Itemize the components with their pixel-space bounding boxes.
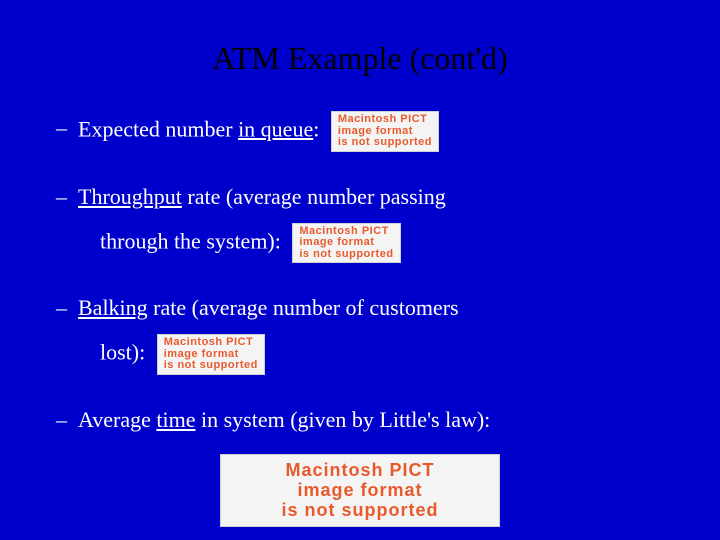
bullet-text-underlined: Throughput bbox=[78, 184, 182, 209]
bullet-text-suffix: rate (average number of customers bbox=[148, 295, 459, 320]
pict-placeholder-icon: Macintosh PICT image format is not suppo… bbox=[331, 111, 439, 152]
bullet-text-underlined: Balking bbox=[78, 295, 148, 320]
bullet-text-suffix: rate (average number passing bbox=[182, 184, 446, 209]
pict-line: is not supported bbox=[338, 137, 432, 149]
bullet-item: Expected number in queue: Macintosh PICT… bbox=[50, 111, 670, 152]
slide-container: ATM Example (cont'd) Expected number in … bbox=[0, 0, 720, 540]
bullet-text-underlined: in queue bbox=[238, 116, 313, 141]
bullet-continuation: through the system): Macintosh PICT imag… bbox=[78, 223, 670, 264]
pict-placeholder-icon: Macintosh PICT image format is not suppo… bbox=[157, 334, 265, 375]
bullet-text-suffix: : bbox=[313, 116, 319, 141]
pict-line: Macintosh PICT bbox=[338, 114, 432, 126]
pict-placeholder-icon: Macintosh PICT image format is not suppo… bbox=[292, 223, 400, 264]
bullet-item: Average time in system (given by Little'… bbox=[50, 403, 670, 436]
pict-line: Macintosh PICT bbox=[233, 461, 487, 481]
pict-line: image format bbox=[233, 481, 487, 501]
bullet-item: Throughput rate (average number passing … bbox=[50, 180, 670, 264]
bullet-item: Balking rate (average number of customer… bbox=[50, 291, 670, 375]
pict-line: is not supported bbox=[164, 360, 258, 372]
bullet-text-suffix: in system (given by Little's law): bbox=[195, 407, 490, 432]
bullet-cont-text: through the system): bbox=[100, 228, 286, 253]
bullet-text-underlined: time bbox=[156, 407, 195, 432]
pict-line: image format bbox=[299, 237, 393, 249]
bullet-cont-text: lost): bbox=[100, 340, 151, 365]
bullet-text-prefix: Average bbox=[78, 407, 156, 432]
pict-line: is not supported bbox=[233, 501, 487, 521]
pict-line: is not supported bbox=[299, 249, 393, 261]
pict-placeholder-large: Macintosh PICT image format is not suppo… bbox=[220, 454, 500, 527]
bullet-continuation: lost): Macintosh PICT image format is no… bbox=[78, 334, 670, 375]
slide-title: ATM Example (cont'd) bbox=[50, 40, 670, 77]
bullet-text-prefix: Expected number bbox=[78, 116, 238, 141]
